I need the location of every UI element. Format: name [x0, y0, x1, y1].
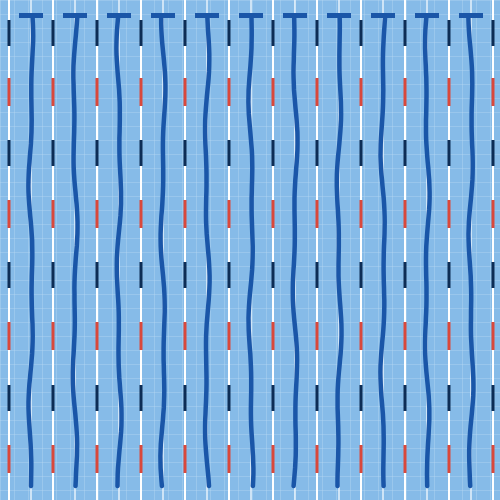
lane-t-end [19, 13, 43, 18]
lane-line [422, 15, 432, 489]
lane-line [158, 15, 168, 489]
lane-t-end [283, 13, 307, 18]
lane-line [114, 15, 124, 489]
lane-t-end [195, 13, 219, 18]
lane-t-end [63, 13, 87, 18]
lane-line [290, 15, 300, 489]
lane-line [246, 15, 256, 489]
lane-line [26, 15, 36, 489]
lane-t-end [239, 13, 263, 18]
lane-t-end [151, 13, 175, 18]
lane-t-end [107, 13, 131, 18]
lane-line [466, 15, 476, 489]
lane-line [378, 15, 388, 489]
lane-line [70, 15, 80, 489]
lane-t-end [327, 13, 351, 18]
lane-t-end [415, 13, 439, 18]
lane-t-end [459, 13, 483, 18]
lane-line [334, 15, 344, 489]
lane-line [202, 15, 212, 489]
lane-t-end [371, 13, 395, 18]
